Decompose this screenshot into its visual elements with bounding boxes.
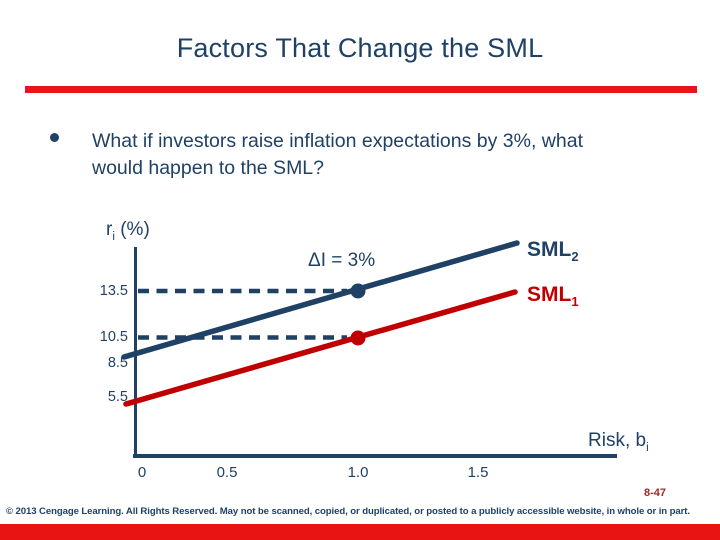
sml2-label-text: SML (527, 238, 572, 261)
sml1-label-text: SML (527, 283, 572, 306)
sml1-label-sub: 1 (571, 294, 579, 310)
x-axis-label-sub: i (646, 440, 649, 454)
bullet-icon (50, 133, 59, 142)
y-axis-label-sub: i (112, 229, 115, 243)
sml1-line (123, 289, 518, 407)
sml1-marker (350, 330, 366, 346)
x-tick-0: 0 (137, 464, 147, 481)
y-tick-8-5: 8.5 (107, 355, 128, 371)
sml2-label: SML2 (527, 238, 579, 265)
y-tick-13-5: 13.5 (99, 283, 128, 299)
copyright-notice: © 2013 Cengage Learning. All Rights Rese… (6, 506, 690, 517)
page-number: 8-47 (643, 487, 667, 499)
sml1-label: SML1 (527, 283, 579, 310)
y-tick-10-5: 10.5 (99, 329, 128, 345)
delta-inflation-annotation: ΔI = 3% (308, 250, 376, 271)
x-axis-label: Risk, bi (588, 430, 649, 454)
x-axis-label-main: Risk, b (588, 430, 647, 451)
title-divider-bar (25, 86, 697, 93)
x-tick-1-0: 1.0 (347, 464, 369, 481)
bullet-text: What if investors raise inflation expect… (92, 130, 583, 179)
x-tick-1-5: 1.5 (467, 464, 489, 481)
bottom-accent-bar (0, 524, 720, 540)
y-axis-label: ri (%) (106, 219, 150, 243)
x-tick-0-5: 0.5 (216, 464, 238, 481)
y-tick-5-5: 5.5 (107, 389, 128, 405)
sml2-marker (350, 283, 366, 299)
sml2-line (121, 240, 520, 360)
y-axis-label-unit: (%) (114, 219, 150, 240)
slide-title: Factors That Change the SML (176, 33, 544, 63)
sml2-label-sub: 2 (571, 249, 579, 265)
y-axis-label-main: r (106, 219, 113, 240)
